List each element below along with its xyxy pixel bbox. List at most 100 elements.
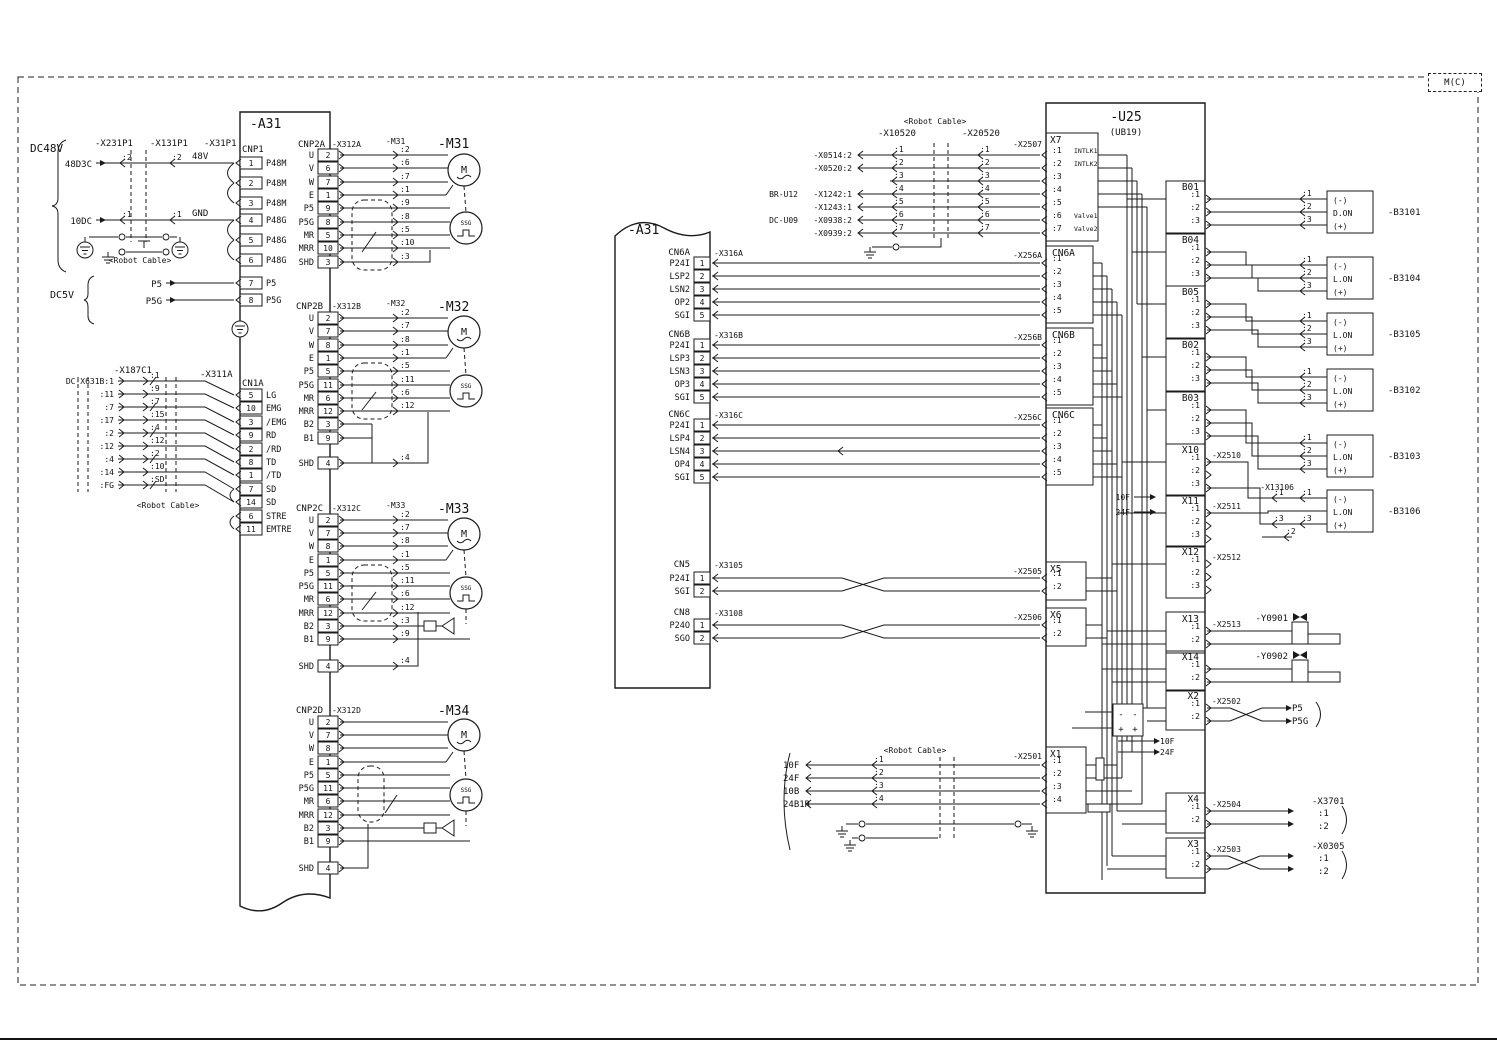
connector-arrow-icon — [392, 380, 399, 390]
pin-box — [317, 513, 339, 527]
motor-label: M — [461, 730, 467, 741]
connector-arrow-icon — [1299, 398, 1306, 408]
connector-arrow-icon — [235, 198, 242, 208]
ground-icon — [844, 840, 856, 852]
pin-name: U — [309, 151, 314, 161]
pin-name: V — [309, 164, 314, 174]
connector-arrow-icon — [1205, 273, 1212, 283]
connector-arrow-icon — [1041, 297, 1048, 307]
connector-arrow-icon — [805, 786, 812, 796]
edge-connector-label: X4 — [1188, 794, 1200, 805]
edge-pin-label: :1 — [1190, 190, 1200, 199]
connector-arrow-icon — [392, 608, 399, 618]
lamp-minus-label: (-) — [1333, 262, 1347, 271]
wire — [118, 393, 235, 409]
connector-arrow-icon — [1205, 418, 1212, 428]
connector-arrow-icon — [712, 379, 719, 389]
label: -B3102 — [1388, 386, 1421, 396]
pin-name: SHD — [299, 662, 314, 672]
pin-number: 2 — [249, 179, 254, 188]
wire-tag: :6 — [400, 388, 410, 397]
connector-arrow-icon — [338, 555, 345, 565]
wire-tag: :2 — [400, 510, 410, 519]
label: -M31 — [386, 137, 405, 146]
wire-tag: :1 — [1302, 255, 1312, 264]
connector-arrow-icon — [857, 163, 864, 173]
edge-pin-label: :1 — [1190, 699, 1200, 708]
motor-circle — [447, 718, 481, 752]
connector-arrow-icon — [338, 730, 345, 740]
pin-box — [693, 418, 711, 432]
connector-arrow-icon — [338, 353, 345, 363]
wire-tag: :2 — [122, 153, 132, 162]
connector-arrow-icon — [1205, 365, 1212, 375]
connector-tag: -X316A — [714, 249, 743, 258]
brace — [227, 219, 235, 241]
connector-arrow-icon — [338, 313, 345, 323]
label: :7 — [104, 403, 114, 412]
pin-box — [693, 282, 711, 296]
label: -M31 — [438, 137, 469, 152]
connector-arrow-icon — [1205, 819, 1212, 829]
wire — [118, 432, 235, 450]
wire-tag: :2 — [874, 768, 884, 777]
connector-arrow-icon — [118, 454, 125, 464]
wire-tag: :3 — [1302, 514, 1312, 523]
connector-arrow-icon — [338, 230, 345, 240]
contact-circle — [118, 233, 126, 241]
connector-arrow-icon — [712, 258, 719, 268]
connector-arrow-icon — [1299, 273, 1306, 283]
pulse-wave-icon — [457, 796, 475, 804]
earth-bars-icon — [175, 246, 185, 255]
edge-connector-box — [1045, 407, 1094, 486]
pin-box — [317, 351, 339, 365]
connector-arrow-icon — [805, 799, 812, 809]
contact-circle — [892, 243, 900, 251]
pin-number: 5 — [326, 231, 331, 240]
edge-pin-label: :4 — [1052, 293, 1062, 302]
connector-arrow-icon — [338, 783, 345, 793]
label: DC48V — [30, 142, 63, 155]
label: -B3104 — [1388, 274, 1421, 284]
connector-arrow-icon — [338, 380, 345, 390]
pin-box — [239, 415, 263, 429]
wire-tag: :7 — [894, 223, 904, 232]
brace — [83, 275, 95, 325]
label: GND — [192, 209, 208, 219]
cable-shield-outline — [351, 362, 393, 420]
motor-wave-icon — [456, 174, 472, 180]
connector-arrow-icon — [1299, 316, 1306, 326]
wire — [445, 549, 454, 561]
connector-arrow-icon — [977, 176, 984, 186]
connector-arrow-icon — [1205, 194, 1212, 204]
pin-number: 9 — [326, 635, 331, 644]
pin-box — [317, 338, 339, 352]
edge-connector-label: X11 — [1182, 496, 1199, 507]
pin-box — [693, 390, 711, 404]
pin-number: 4 — [700, 460, 705, 469]
connector-header: CN5 — [674, 560, 690, 570]
edge-pin-label: :1 — [1052, 756, 1062, 765]
encoder-label: SSG — [461, 787, 472, 794]
label: -X0939:2 — [813, 229, 852, 238]
edge-connector-box — [1045, 746, 1087, 814]
connector-arrow-icon — [118, 480, 125, 490]
pin-number: 5 — [326, 569, 331, 578]
valve-box — [1291, 621, 1309, 645]
edge-connector-box — [1165, 689, 1206, 731]
connector-arrow-icon — [392, 528, 399, 538]
edge-connector-label: CN6C — [1052, 410, 1075, 421]
edge-pin-label: :1 — [1190, 660, 1200, 669]
arrow-icon — [1288, 853, 1294, 859]
edge-pin-label: :1 — [1190, 401, 1200, 410]
wire-tag: :3 — [1302, 337, 1312, 346]
wire-tag: :3 — [400, 252, 410, 261]
rectifier-minus: - — [1132, 710, 1137, 720]
label: :1 — [1318, 854, 1329, 864]
wire-tag: :3 — [980, 171, 990, 180]
cable-shield-outline — [351, 564, 393, 622]
edge-pin-label: :7 — [1052, 224, 1062, 233]
wire — [118, 419, 235, 436]
pin-name: LSN3 — [670, 367, 690, 377]
pin-box — [239, 253, 263, 267]
